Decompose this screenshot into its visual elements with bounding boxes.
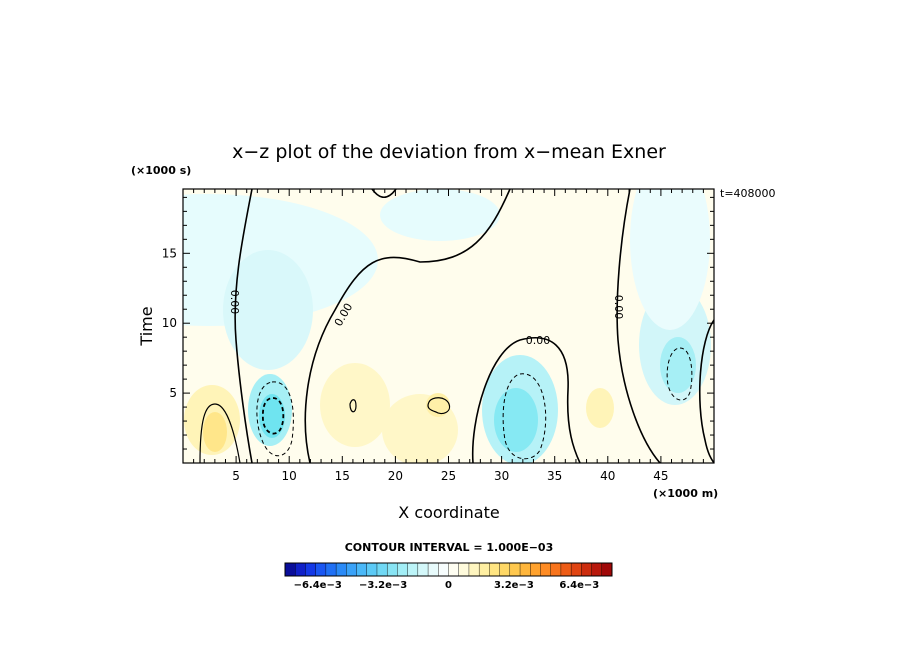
y-axis-label: Time	[137, 306, 156, 346]
colorbar-cell	[489, 562, 501, 577]
x-tick-label: 25	[441, 469, 456, 483]
colorbar-cell	[356, 562, 368, 577]
axis-ticks: 5 10 15 20 25 30 35 40 45 5 10 15	[162, 189, 714, 483]
colorbar-cell	[550, 562, 562, 577]
contour-line	[261, 397, 285, 435]
y-unit-label: (×1000 s)	[131, 164, 191, 177]
field-shading	[223, 250, 313, 370]
field-shading	[630, 189, 710, 330]
contour-line	[698, 319, 714, 463]
colorbar-cell	[581, 562, 593, 577]
colorbar-cell	[601, 562, 613, 577]
y-tick-label: 5	[169, 386, 177, 400]
x-tick-label: 45	[653, 469, 668, 483]
contour-line	[199, 403, 241, 463]
colorbar-cell	[295, 562, 306, 577]
colorbar-tick-label: 0	[445, 580, 452, 591]
colorbar-cell	[458, 562, 470, 577]
colorbar-cell	[376, 562, 388, 577]
colorbar-cell	[468, 562, 480, 577]
contour-line	[471, 337, 581, 463]
field-shading	[380, 189, 500, 241]
x-axis-label: X coordinate	[398, 503, 499, 522]
time-label: t=408000	[720, 187, 776, 200]
x-tick-label: 40	[600, 469, 615, 483]
colorbar-cell	[478, 562, 490, 577]
colorbar-cell	[407, 562, 419, 577]
field-shading	[320, 363, 390, 447]
colorbar-cell	[499, 562, 511, 577]
field-shading	[183, 194, 378, 326]
field-shading	[494, 388, 538, 452]
contour-line	[666, 347, 693, 401]
x-tick-label: 35	[547, 469, 562, 483]
colorbar-cell	[397, 562, 409, 577]
contour-line	[256, 381, 294, 457]
contour-line	[349, 399, 357, 413]
contour-interval-label: CONTOUR INTERVAL = 1.000E−03	[345, 541, 554, 554]
colorbar-cell	[530, 562, 541, 577]
x-tick-label: 10	[282, 469, 297, 483]
contour-lines	[199, 189, 714, 463]
field-shading	[586, 388, 614, 428]
colorbar-tick-label: 6.4e−3	[559, 580, 599, 591]
field-shading	[203, 412, 227, 452]
filled-field	[183, 189, 714, 463]
colorbar-tick-label: −6.4e−3	[294, 580, 342, 591]
colorbar-cell	[284, 562, 296, 577]
chart-title: x−z plot of the deviation from x−mean Ex…	[232, 141, 666, 163]
colorbar-cell	[448, 562, 460, 577]
contour-line	[304, 189, 511, 463]
field-shading	[660, 337, 696, 393]
contour-line	[616, 189, 661, 463]
colorbar-cell	[570, 562, 582, 577]
colorbar-cell	[540, 562, 552, 577]
colorbar-cell	[335, 562, 347, 577]
contour-label-zero: 0.00	[228, 290, 241, 315]
colorbar-cell	[560, 562, 572, 577]
colorbar-cell	[386, 562, 398, 577]
colorbar-tick-label: 3.2e−3	[494, 580, 534, 591]
colorbar: −6.4e−3 −3.2e−3 0 3.2e−3 6.4e−3	[284, 562, 613, 591]
colorbar-cell	[591, 562, 603, 577]
x-tick-label: 15	[335, 469, 350, 483]
field-shading	[259, 394, 285, 438]
colorbar-cell	[509, 562, 521, 577]
contour-line	[427, 397, 451, 415]
colorbar-cell	[366, 562, 378, 577]
colorbar-cell	[325, 562, 337, 577]
field-blobs	[183, 189, 711, 463]
y-tick-label: 10	[162, 316, 177, 330]
colorbar-cell	[519, 562, 531, 577]
colorbar-cell	[346, 562, 358, 577]
x-tick-label: 30	[494, 469, 509, 483]
colorbar-cell	[305, 562, 317, 577]
y-tick-label: 15	[162, 246, 177, 260]
x-tick-label: 5	[232, 469, 240, 483]
contour-label-zero: 0.00	[526, 334, 551, 347]
colorbar-frame	[284, 562, 613, 577]
contour-label-zero: 0.00	[612, 295, 625, 320]
colorbar-tick-label: −3.2e−3	[359, 580, 407, 591]
x-tick-label: 20	[388, 469, 403, 483]
contour-line	[234, 189, 253, 463]
contour-line	[502, 373, 547, 460]
colorbar-cell	[438, 562, 450, 577]
x-unit-label: (×1000 m)	[653, 487, 718, 500]
colorbar-cell	[417, 562, 429, 577]
colorbar-cell	[427, 562, 439, 577]
colorbar-cell	[315, 562, 327, 577]
